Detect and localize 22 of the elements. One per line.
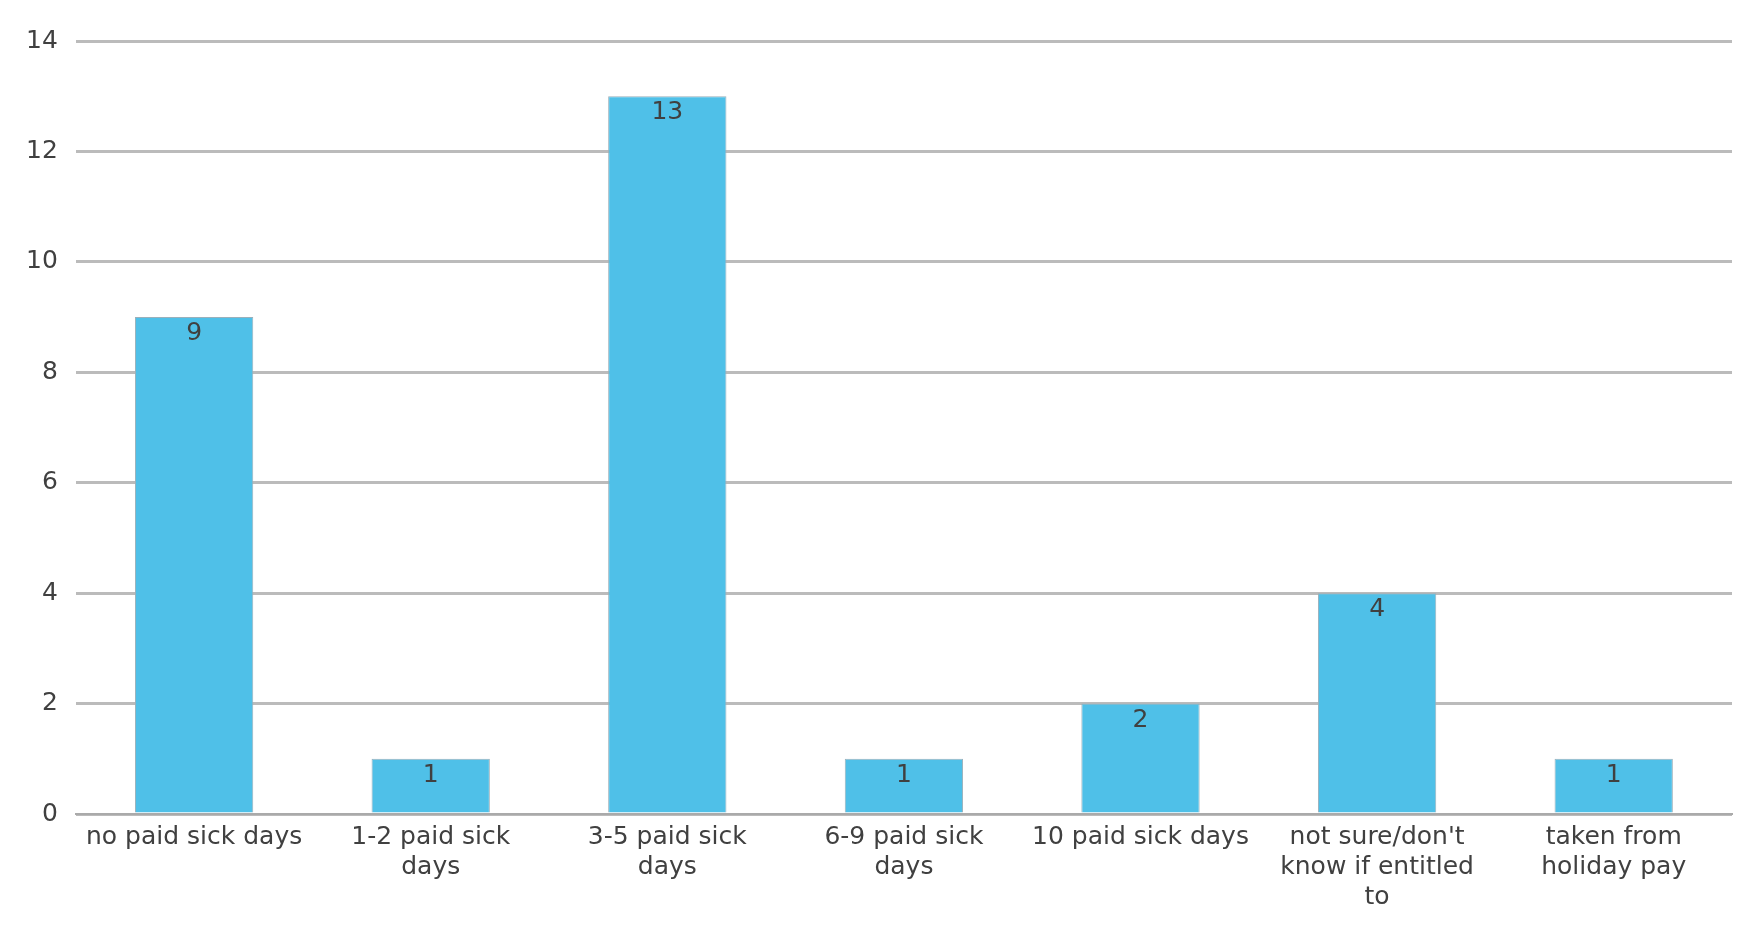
x-tick-label: taken from holiday pay xyxy=(1541,820,1687,880)
y-tick-label: 12 xyxy=(26,134,58,164)
x-tick-label: 6-9 paid sick days xyxy=(824,820,984,880)
y-tick-label: 14 xyxy=(26,24,58,54)
x-tick-label: no paid sick days xyxy=(86,820,303,850)
y-tick-label: 8 xyxy=(41,355,58,385)
y-tick-label: 10 xyxy=(26,245,58,275)
x-tick-label: 1-2 paid sick days xyxy=(351,820,511,880)
y-tick-label: 4 xyxy=(41,576,58,606)
data-label: 1 xyxy=(895,758,912,788)
x-tick-label: not sure/don't know if entitled to xyxy=(1280,820,1474,910)
x-tick-label: 10 paid sick days xyxy=(1032,820,1249,850)
data-label: 4 xyxy=(1369,593,1386,623)
data-label: 13 xyxy=(651,96,684,126)
y-tick-label: 0 xyxy=(41,797,58,827)
x-tick-label: 3-5 paid sick days xyxy=(587,820,748,880)
data-label: 1 xyxy=(422,758,439,788)
data-label: 1 xyxy=(1605,758,1622,788)
data-label: 2 xyxy=(1132,703,1149,733)
y-tick-label: 6 xyxy=(41,466,58,496)
data-label: 9 xyxy=(186,317,203,347)
y-tick-label: 2 xyxy=(41,687,58,717)
